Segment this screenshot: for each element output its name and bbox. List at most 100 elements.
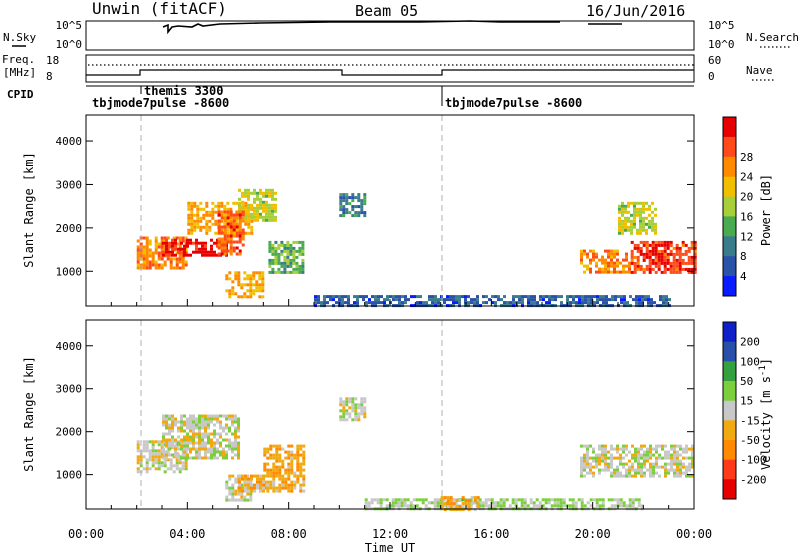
heatmap-cell [464,499,468,503]
heatmap-cell [598,453,601,457]
heatmap-cell [580,249,583,253]
heatmap-cell [672,267,676,271]
heatmap-cell [225,277,229,281]
heatmap-cell [274,255,278,259]
heatmap-cell [165,250,168,254]
heatmap-cell [225,274,229,278]
heatmap-cell [339,403,343,407]
heatmap-cell [160,266,164,270]
heatmap-cell [277,252,281,256]
heatmap-cell [363,409,367,413]
heatmap-cell [255,286,259,290]
heatmap-cell [613,504,617,508]
heatmap-cell [487,504,491,508]
heatmap-cell [289,249,293,253]
heatmap-cell [642,228,645,232]
heatmap-cell [255,280,259,284]
heatmap-cell [630,201,633,205]
heatmap-cell [639,222,642,226]
heatmap-cell [323,298,326,302]
heatmap-cell [681,252,685,256]
heatmap-cell [530,301,533,305]
heatmap-cell [189,417,192,421]
heatmap-cell [283,270,287,274]
heatmap-cell [601,261,604,265]
heatmap-cell [277,243,281,247]
heatmap-cell [165,453,168,457]
heatmap-cell [192,250,195,254]
heatmap-cell [630,261,634,265]
heatmap-cell [207,420,210,424]
heatmap-cell [598,267,601,271]
heatmap-cell [645,240,649,244]
heatmap-cell [631,462,634,466]
heatmap-cell [618,225,621,229]
heatmap-cell [201,456,204,460]
heatmap-cell [256,209,259,213]
heatmap-cell [220,240,224,244]
heatmap-cell [595,453,598,457]
heatmap-cell [290,456,294,460]
heatmap-cell [210,444,213,448]
heatmap-cell [136,449,140,453]
heatmap-cell [339,397,343,401]
heatmap-cell [296,477,300,481]
heatmap-cell [669,249,673,253]
heatmap-cell [488,298,491,302]
heatmap-cell [648,207,651,211]
heatmap-cell [636,228,639,232]
heatmap-cell [192,435,195,439]
heatmap-cell [145,248,149,252]
heatmap-cell [661,465,664,469]
heatmap-cell [514,501,518,505]
heatmap-cell [354,412,358,416]
heatmap-cell [589,504,593,508]
heatmap-cell [228,447,231,451]
heatmap-cell [175,257,179,261]
heatmap-cell [643,474,646,478]
heatmap-cell [685,456,688,460]
heatmap-cell [379,501,383,505]
heatmap-cell [231,420,234,424]
heatmap-cell [506,301,509,305]
heatmap-cell [278,468,282,472]
heatmap-cell [216,414,219,418]
heatmap-cell [628,459,631,463]
heatmap-cell [657,255,661,259]
heatmap-cell [160,236,164,240]
heatmap-cell [187,228,191,232]
heatmap-cell [249,274,253,278]
heatmap-cell [643,462,646,466]
heatmap-cell [145,245,149,249]
heatmap-cell [684,249,688,253]
heatmap-cell [691,450,694,454]
heatmap-cell [166,449,170,453]
heatmap-cell [633,225,636,229]
heatmap-cell [256,483,259,487]
heatmap-cell [168,441,171,445]
heatmap-cell [243,495,247,499]
heatmap-cell [157,245,161,249]
heatmap-cell [240,283,244,287]
heatmap-cell [198,438,201,442]
heatmap-cell [664,450,667,454]
heatmap-cell [234,432,237,436]
heatmap-cell [172,464,176,468]
heatmap-cell [136,455,140,459]
heatmap-cell [580,462,583,466]
heatmap-cell [204,444,207,448]
heatmap-cell [347,295,350,299]
heatmap-cell [136,239,140,243]
heatmap-cell [247,191,250,195]
heatmap-cell [174,450,177,454]
heatmap-cell [272,477,276,481]
heatmap-cell [274,270,278,274]
heatmap-cell [449,295,452,299]
heatmap-cell [268,240,272,244]
heatmap-cell [371,295,374,299]
heatmap-cell [250,483,253,487]
heatmap-cell [548,301,551,305]
heatmap-cell [574,501,578,505]
heatmap-cell [296,465,300,469]
heatmap-cell [663,261,667,265]
